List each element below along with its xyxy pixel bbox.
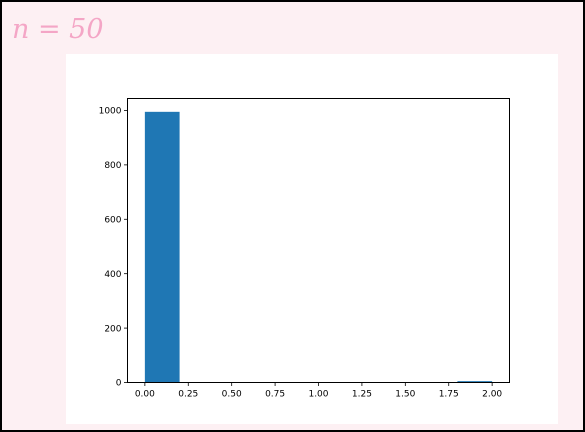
y-tick-label: 0 — [116, 379, 122, 389]
x-tick-label: 1.75 — [439, 390, 459, 400]
x-tick-label: 0.00 — [135, 390, 155, 400]
y-tick-label: 600 — [104, 215, 121, 225]
histogram-bar-0 — [144, 111, 180, 383]
x-tick-label: 0.25 — [178, 390, 198, 400]
bars-group — [144, 111, 493, 383]
x-tick-label: 1.25 — [352, 390, 372, 400]
x-tick-label: 2.00 — [482, 390, 502, 400]
histogram-chart: 0.00 0.25 0.50 0.75 1.00 1.25 1.50 1.75 2.00 0 20… — [99, 98, 510, 400]
x-axis: 0.00 0.25 0.50 0.75 1.00 1.25 1.50 1.75 2.00 — [135, 382, 502, 400]
slide-title: n = 50 — [12, 14, 104, 45]
x-tick-label: 1.50 — [395, 390, 415, 400]
chart-figure: 0.00 0.25 0.50 0.75 1.00 1.25 1.50 1.75 2.00 0 20… — [66, 54, 558, 424]
x-tick-label: 0.50 — [222, 390, 242, 400]
x-tick-label: 0.75 — [265, 390, 285, 400]
y-tick-label: 400 — [104, 270, 121, 280]
y-axis: 0 200 400 600 800 1000 — [99, 107, 128, 389]
plot-frame — [127, 98, 510, 383]
x-tick-label: 1.00 — [308, 390, 328, 400]
histogram-bar-9 — [457, 381, 493, 383]
y-tick-label: 1000 — [99, 107, 122, 117]
y-tick-label: 800 — [104, 161, 121, 171]
y-tick-label: 200 — [104, 324, 121, 334]
